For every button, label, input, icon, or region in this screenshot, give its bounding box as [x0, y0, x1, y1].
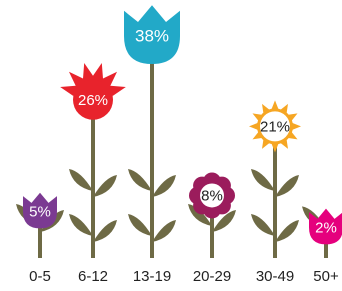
- chart: 0-5 5% 6-12 26% 13-19 38% 20-29 8% 30-49 21% 50+ 2%: [0, 0, 342, 291]
- leaf: [69, 169, 93, 191]
- value-label: 26%: [78, 92, 108, 109]
- leaf: [128, 214, 152, 236]
- x-tick-label: 6-12: [78, 268, 108, 285]
- petal: [249, 123, 258, 130]
- leaf: [152, 220, 176, 242]
- x-tick-label: 20-29: [193, 268, 231, 285]
- leaf: [93, 220, 117, 242]
- leaf: [275, 175, 299, 197]
- petal: [292, 123, 301, 130]
- x-tick-label: 30-49: [256, 268, 294, 285]
- leaf: [251, 169, 275, 191]
- x-tick-label: 13-19: [133, 268, 171, 285]
- leaf: [251, 214, 275, 236]
- value-label: 8%: [201, 187, 223, 204]
- leaf: [275, 220, 299, 242]
- x-tick-label: 0-5: [29, 268, 51, 285]
- leaf: [69, 214, 93, 236]
- leaf: [93, 175, 117, 197]
- leaf: [152, 175, 176, 197]
- petal: [271, 100, 278, 109]
- value-label: 38%: [135, 26, 169, 45]
- value-label: 5%: [29, 203, 51, 220]
- value-label: 21%: [260, 118, 290, 135]
- value-label: 2%: [315, 219, 337, 236]
- petal: [271, 143, 278, 152]
- leaf: [128, 169, 152, 191]
- x-tick-label: 50+: [313, 268, 339, 285]
